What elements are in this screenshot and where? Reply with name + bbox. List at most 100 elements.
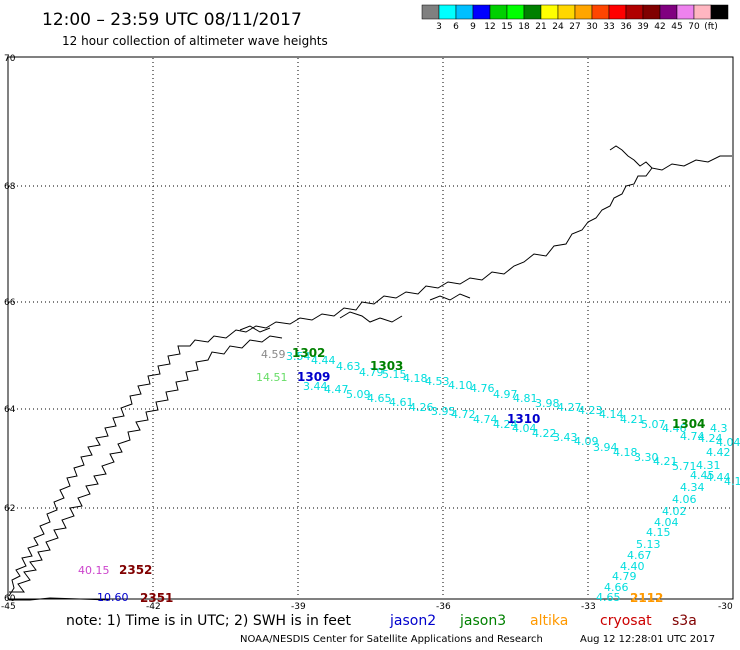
color-scale-swatch [438,4,457,20]
swh-label: 4.63 [336,360,361,373]
swh-label: 4.21 [620,413,645,426]
swh-label: 3.44 [303,380,328,393]
pass-time-label: 1309 [297,370,330,384]
swh-label: 4.72 [451,408,476,421]
color-scale-label: 70 [688,22,700,32]
swh-label: 4.02 [662,505,687,518]
color-scale-label: 24 [552,22,564,32]
credit-organization: NOAA/NESDIS Center for Satellite Applica… [240,634,543,645]
coastline-path [9,335,283,593]
lat-label: 60 [4,594,16,604]
swh-label: 4.66 [604,581,629,594]
swh-label: 4.40 [620,560,645,573]
swh-label: 4.79 [359,366,384,379]
greenland-coastline [8,145,732,601]
swh-label: 4.53 [425,375,450,388]
swh-label: 4.27 [557,401,582,414]
credit-timestamp: Aug 12 12:28:01 UTC 2017 [580,634,715,645]
swh-label: 4.04 [716,436,740,449]
pass-time-label: 2352 [119,563,152,577]
swh-label: 4.74 [680,430,705,443]
pass-time-label: 1303 [370,359,403,373]
legend-altika: altika [530,613,568,629]
swh-label: 4.06 [672,493,697,506]
swh-label: 3.43 [553,431,578,444]
swh-label: 4.1 [724,475,740,488]
swh-label: 4.26 [409,401,434,414]
swh-label: 4.65 [367,392,392,405]
color-scale-swatch [489,4,508,20]
color-scale-label: 33 [603,22,614,32]
swh-label: 3.30 [634,451,659,464]
color-scale-label: 3 [436,22,442,32]
color-scale-swatch [642,4,661,20]
swh-label: 4.44 [706,471,731,484]
coastline-path [239,325,271,333]
swh-label: 5.71 [672,460,697,473]
map-frame [7,56,734,600]
color-scale-label: 15 [501,22,512,32]
swh-label: 4.24 [698,432,723,445]
color-scale-label: (ft) [704,22,718,32]
color-scale-label: 6 [453,22,459,32]
lat-label: 68 [4,182,16,192]
color-scale-swatch [710,4,729,20]
legend-jason2: jason2 [389,613,436,629]
swh-label: 4.10 [448,379,473,392]
color-scale-label: 39 [637,22,649,32]
swh-label: 4.67 [627,549,652,562]
swh-label: 4.65 [596,591,621,604]
color-scale-swatch [506,4,525,20]
graticule [9,58,732,598]
color-scale-swatch [693,4,712,20]
swh-label: 4.46 [662,422,687,435]
color-scale-swatch [557,4,576,20]
lat-label: 62 [4,504,15,514]
lon-label: -33 [581,602,596,612]
color-scale-swatch [523,4,542,20]
swh-label: 4.22 [532,427,557,440]
swh-label: 3.54 [286,350,311,363]
lon-label: -39 [291,602,306,612]
pass-time-label: 2112 [630,591,663,605]
legend-s3a: s3a [672,613,697,629]
map-title: 12:00 – 23:59 UTC 08/11/2017 [42,10,302,30]
color-scale-label: 12 [484,22,495,32]
swh-label: 5.09 [346,388,371,401]
color-scale-legend: 3 6 9 12 15 18 21 24 27 30 33 36 39 42 45 70 (ft) [421,4,729,32]
pass-time-labels: 1302 1303 1309 1310 1304 2112 2352 2351 [119,346,705,605]
pass-time-label: 1310 [507,412,540,426]
pass-time-label: 2351 [140,591,173,605]
color-scale-label: 27 [569,22,580,32]
legend-cryosat: cryosat [600,613,652,629]
swh-label: 4.59 [261,348,286,361]
swh-label: 4.44 [311,354,336,367]
coastline-path [8,155,732,597]
swh-label: 3.94 [593,441,618,454]
legend-jason3: jason3 [459,613,506,629]
coastline-path [9,597,111,601]
wave-height-labels: 4.59 3.54 4.44 4.63 4.79 5.15 4.18 4.53 … [78,348,740,604]
swh-label: 4.45 [690,469,715,482]
color-scale-swatch [540,4,559,20]
swh-label: 4.31 [696,459,721,472]
swh-label: 4.24 [493,418,518,431]
coastline-path [339,311,403,323]
lon-label: -42 [146,602,161,612]
pass-time-label: 1302 [292,346,325,360]
lat-label: 64 [4,405,16,415]
swh-label: 3.98 [535,397,560,410]
color-scale-label: 45 [671,22,682,32]
swh-label: 4.18 [403,372,428,385]
lat-label: 66 [4,298,16,308]
color-scale-swatch [472,4,491,20]
swh-label: 40.15 [78,564,110,577]
swh-label: 3.95 [431,405,456,418]
color-scale-swatch [574,4,593,20]
lon-label: -36 [436,602,451,612]
swh-label: 5.07 [641,418,666,431]
color-scale-label: 30 [586,22,598,32]
swh-label: 4.04 [654,516,679,529]
swh-label: 4.42 [706,446,731,459]
color-scale-label: 18 [518,22,530,32]
